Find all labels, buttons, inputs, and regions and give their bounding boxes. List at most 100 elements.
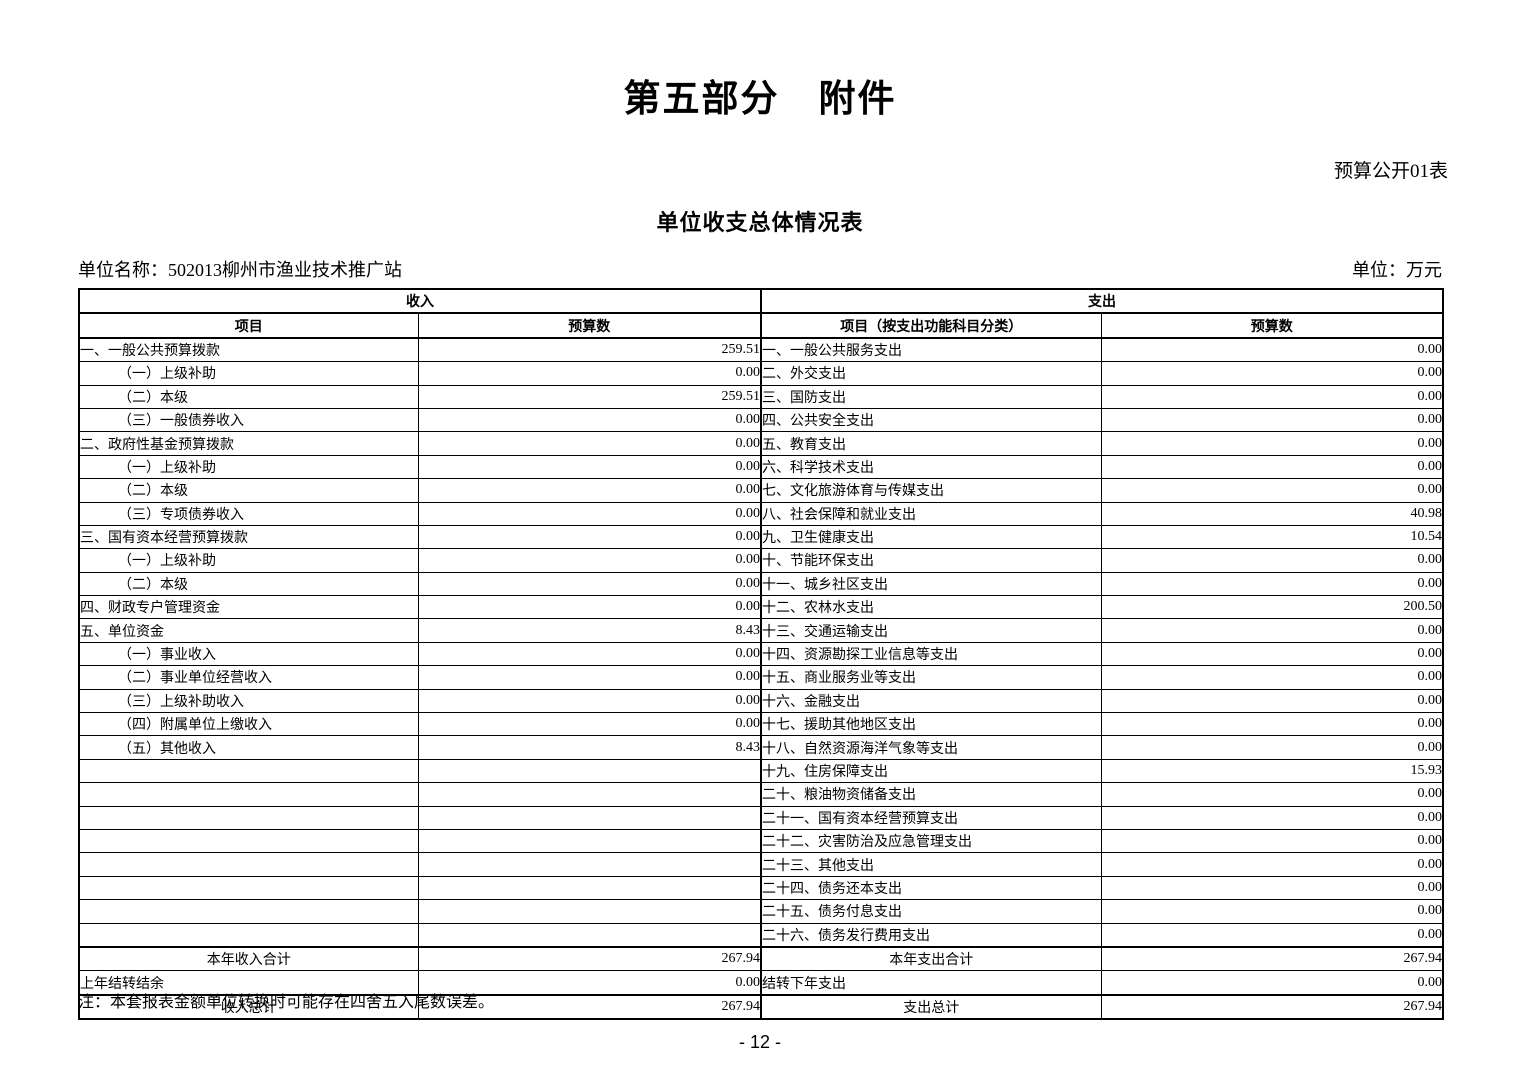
expense-budget-cell: 0.00 [1100, 828, 1444, 854]
expense-section-header: 支出 [760, 288, 1444, 315]
table-row: （二）本级 0.00 十一、城乡社区支出 0.00 [78, 571, 1444, 597]
expense-budget-cell: 15.93 [1100, 758, 1444, 784]
expense-item-cell: 二十五、债务付息支出 [760, 899, 1102, 924]
income-budget-cell: 0.00 [417, 501, 762, 526]
income-budget-cell: 0.00 [417, 595, 762, 620]
income-item-cell: （二）本级 [78, 384, 419, 409]
table-row: （一）上级补助 0.00 六、科学技术支出 0.00 [78, 454, 1444, 480]
expense-item-cell: 二、外交支出 [760, 361, 1102, 386]
income-item-cell: （一）上级补助 [78, 454, 419, 480]
table-row: （一）事业收入 0.00 十四、资源勘探工业信息等支出 0.00 [78, 641, 1444, 667]
expense-item-cell: 二十二、灾害防治及应急管理支出 [760, 828, 1102, 854]
expense-item-cell: 十三、交通运输支出 [760, 618, 1102, 643]
income-item-cell [78, 875, 419, 901]
income-budget-cell: 0.00 [417, 548, 762, 573]
income-grand-total-label: 收入总计 [78, 993, 419, 1020]
expense-budget-cell: 0.00 [1100, 431, 1444, 456]
expense-item-cell: 五、教育支出 [760, 431, 1102, 456]
income-budget-cell [417, 852, 762, 877]
expense-item-cell: 十二、农林水支出 [760, 595, 1102, 620]
table-row: （二）本级 259.51 三、国防支出 0.00 [78, 384, 1444, 409]
expense-budget-cell: 0.00 [1100, 875, 1444, 901]
expense-budget-cell: 0.00 [1100, 782, 1444, 807]
table-row: 二十六、债务发行费用支出 0.00 [78, 922, 1444, 948]
page-number: - 12 - [738, 1032, 781, 1052]
expense-item-cell: 十一、城乡社区支出 [760, 571, 1102, 597]
expense-item-cell: 二十四、债务还本支出 [760, 875, 1102, 901]
table-row: （四）附属单位上缴收入 0.00 十七、援助其他地区支出 0.00 [78, 712, 1444, 737]
expense-budget-cell: 10.54 [1100, 524, 1444, 550]
table-row: （三）专项债券收入 0.00 八、社会保障和就业支出 40.98 [78, 501, 1444, 526]
income-budget-cell: 0.00 [417, 688, 762, 714]
income-budget-cell: 8.43 [417, 735, 762, 760]
income-item-cell: 一、一般公共预算拨款 [78, 337, 419, 363]
section-header-row: 收入 支出 [78, 288, 1444, 315]
income-budget-cell [417, 922, 762, 948]
income-budget-cell: 259.51 [417, 337, 762, 363]
income-item-column-header: 项目 [78, 312, 419, 339]
table-row: 二十五、债务付息支出 0.00 [78, 899, 1444, 924]
table-title: 单位收支总体情况表 [656, 210, 864, 235]
income-budget-cell: 0.00 [417, 641, 762, 667]
income-item-cell: 五、单位资金 [78, 618, 419, 643]
expense-budget-cell: 0.00 [1100, 641, 1444, 667]
income-budget-cell: 0.00 [417, 665, 762, 690]
expense-budget-cell: 0.00 [1100, 688, 1444, 714]
expense-budget-cell: 0.00 [1100, 712, 1444, 737]
income-item-cell [78, 758, 419, 784]
income-item-cell [78, 922, 419, 948]
carryover-in-label: 上年结转结余 [78, 970, 419, 996]
expense-item-cell: 八、社会保障和就业支出 [760, 501, 1102, 526]
income-item-cell: 四、财政专户管理资金 [78, 595, 419, 620]
income-budget-cell [417, 828, 762, 854]
column-header-row: 项目 预算数 项目（按支出功能科目分类） 预算数 [78, 312, 1444, 339]
income-item-cell [78, 852, 419, 877]
expense-grand-total-value: 267.94 [1100, 993, 1444, 1020]
income-budget-cell: 0.00 [417, 712, 762, 737]
expense-budget-cell: 0.00 [1100, 384, 1444, 409]
expense-budget-cell: 0.00 [1100, 852, 1444, 877]
expense-budget-cell: 0.00 [1100, 454, 1444, 480]
income-item-cell: （一）上级补助 [78, 548, 419, 573]
expense-budget-cell: 0.00 [1100, 337, 1444, 363]
table-row: 三、国有资本经营预算拨款 0.00 九、卫生健康支出 10.54 [78, 524, 1444, 550]
expense-item-cell: 十九、住房保障支出 [760, 758, 1102, 784]
expense-budget-cell: 0.00 [1100, 735, 1444, 760]
income-item-cell [78, 899, 419, 924]
document-title: 第五部分 附件 [623, 78, 897, 119]
unit-name: 单位名称：502013柳州市渔业技术推广站 [78, 260, 402, 280]
income-grand-total-value: 267.94 [417, 993, 762, 1020]
income-item-cell: （五）其他收入 [78, 735, 419, 760]
expense-item-cell: 十六、金融支出 [760, 688, 1102, 714]
carryover-row: 上年结转结余 0.00 结转下年支出 0.00 [78, 970, 1444, 996]
table-row: 一、一般公共预算拨款 259.51 一、一般公共服务支出 0.00 [78, 337, 1444, 363]
expense-item-cell: 七、文化旅游体育与传媒支出 [760, 478, 1102, 503]
expense-item-cell: 十八、自然资源海洋气象等支出 [760, 735, 1102, 760]
income-item-cell: （三）上级补助收入 [78, 688, 419, 714]
expense-budget-cell: 0.00 [1100, 805, 1444, 830]
expense-budget-cell: 0.00 [1100, 922, 1444, 948]
table-row: 二十、粮油物资储备支出 0.00 [78, 782, 1444, 807]
income-item-cell: （三）专项债券收入 [78, 501, 419, 526]
table-row: （五）其他收入 8.43 十八、自然资源海洋气象等支出 0.00 [78, 735, 1444, 760]
income-item-cell: （三）一般债券收入 [78, 407, 419, 433]
expense-budget-cell: 0.00 [1100, 665, 1444, 690]
table-row: （一）上级补助 0.00 十、节能环保支出 0.00 [78, 548, 1444, 573]
carryover-in-value: 0.00 [417, 970, 762, 996]
table-row: 二十二、灾害防治及应急管理支出 0.00 [78, 828, 1444, 854]
table-row: （三）上级补助收入 0.00 十六、金融支出 0.00 [78, 688, 1444, 714]
income-budget-column-header: 预算数 [417, 312, 762, 339]
table-row: 十九、住房保障支出 15.93 [78, 758, 1444, 784]
footnote: 注：本套报表金额单位转换时可能存在四舍五入尾数误差。 [78, 994, 495, 1011]
income-budget-cell [417, 805, 762, 830]
expense-year-total-value: 267.94 [1100, 945, 1444, 972]
meta-row: 单位名称：502013柳州市渔业技术推广站 单位：万元 [78, 256, 1442, 282]
income-item-cell: 三、国有资本经营预算拨款 [78, 524, 419, 550]
expense-budget-cell: 0.00 [1100, 899, 1444, 924]
income-budget-cell: 0.00 [417, 524, 762, 550]
income-item-cell: （二）本级 [78, 478, 419, 503]
carryover-out-value: 0.00 [1100, 970, 1444, 996]
income-budget-cell [417, 782, 762, 807]
income-budget-cell: 8.43 [417, 618, 762, 643]
income-budget-cell: 0.00 [417, 454, 762, 480]
